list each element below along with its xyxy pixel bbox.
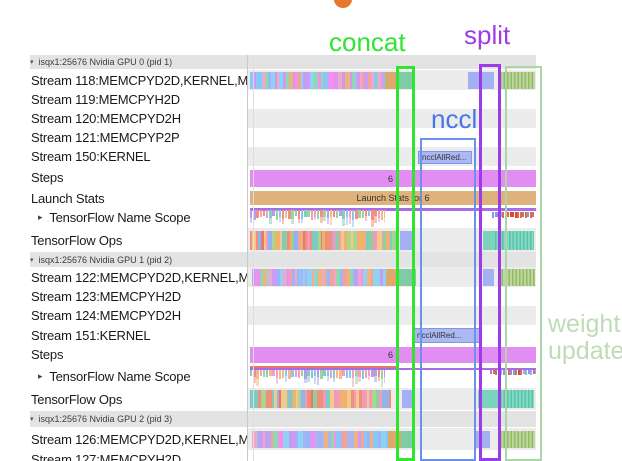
bar-label: 6 (388, 350, 394, 360)
row-label-text: Stream 150:KERNEL (31, 149, 151, 164)
group-header-label: isqx1:25676 Nvidia GPU 2 (pid 3) (38, 414, 173, 424)
group-header-label: isqx1:25676 Nvidia GPU 1 (pid 2) (38, 254, 173, 265)
row-label-stream-120[interactable]: Stream 120:MEMCPYD2H (31, 109, 247, 128)
timeline-row-bg (248, 109, 536, 128)
row-label-text: Stream 118:MEMCPYD2D,KERNEL,ME (31, 72, 247, 88)
row-label-tf-ops[interactable]: TensorFlow Ops (31, 388, 247, 410)
segment-name-scope-tree[interactable] (250, 210, 385, 227)
row-label-stream-127[interactable]: Stream 127:MEMCPYH2D (31, 450, 247, 461)
timeline-row-bg (248, 306, 536, 325)
row-label-text: Stream 120:MEMCPYD2H (31, 111, 181, 126)
expand-arrow-icon[interactable]: ▸ (38, 370, 43, 381)
row-label-stream-124[interactable]: Stream 124:MEMCPYD2H (31, 306, 247, 325)
row-label-stream-122[interactable]: Stream 122:MEMCPYD2D,KERNEL,MI (31, 267, 247, 287)
segment-solid[interactable] (399, 269, 416, 286)
row-label-steps[interactable]: Steps (31, 345, 247, 364)
segment-dense-events[interactable] (252, 431, 388, 448)
annotation-label-concat: concat (329, 27, 406, 57)
annotation-box-nccl (420, 138, 476, 461)
row-label-text: Stream 127:MEMCPYH2D (31, 452, 181, 461)
segment-solid[interactable] (386, 269, 399, 286)
segment-striped[interactable] (498, 269, 535, 286)
segment-solid[interactable] (385, 72, 397, 89)
annotation-box-weight-update (505, 66, 542, 461)
ncclAllReduce-label: ncclAllRed... (417, 331, 462, 340)
segment-name-scope-tree[interactable] (250, 369, 385, 387)
segment-dense-events[interactable] (250, 231, 396, 250)
bar-label: 6 (388, 173, 394, 184)
step-bar[interactable]: 6 (250, 170, 536, 187)
partial-orange-glyph (334, 0, 352, 8)
segment-scope-line (250, 367, 536, 370)
row-label-launch-stats[interactable]: Launch Stats (31, 189, 247, 207)
segment-striped[interactable] (500, 431, 535, 448)
segment-dense-events[interactable] (250, 390, 391, 408)
row-label-text: Stream 123:MEMCPYH2D (31, 289, 181, 304)
annotation-box-split (479, 64, 501, 461)
segment-solid[interactable] (478, 390, 500, 408)
bar-label: Launch Stats for 6 (356, 193, 430, 203)
row-label-text: Stream 119:MEMCPYH2D (31, 92, 180, 107)
ncclAllReduce-kernel-bar[interactable]: ncclAllRed... (418, 151, 472, 164)
row-label-text: Stream 121:MEMCPYP2P (31, 130, 180, 145)
weight-update-line2: update (548, 337, 622, 365)
segment-solid[interactable] (401, 431, 414, 448)
annotation-label-split: split (464, 20, 511, 50)
row-label-text: TensorFlow Name Scope (49, 368, 191, 384)
segment-solid[interactable] (483, 269, 494, 286)
segment-striped[interactable] (500, 390, 534, 408)
row-label-text: Stream 124:MEMCPYD2H (31, 308, 181, 323)
collapse-arrow-icon[interactable]: ▾ (30, 416, 34, 423)
segment-scope-line (250, 365, 398, 368)
row-label-text: Stream 126:MEMCPYD2D,KERNEL,MI (31, 431, 247, 447)
row-label-tf-name-scope[interactable]: ▸ TensorFlow Name Scope (31, 364, 247, 388)
expand-arrow-icon[interactable]: ▸ (38, 212, 43, 222)
row-label-text: TensorFlow Name Scope (49, 210, 191, 225)
row-label-stream-150[interactable]: Stream 150:KERNEL (31, 147, 247, 166)
annotation-box-concat (396, 66, 415, 461)
row-label-tf-name-scope[interactable]: ▸ TensorFlow Name Scope (31, 207, 247, 228)
row-label-text: Stream 122:MEMCPYD2D,KERNEL,MI (31, 269, 247, 285)
group-header-label: isqx1:25676 Nvidia GPU 0 (pid 1) (38, 57, 173, 67)
segment-solid[interactable] (483, 231, 495, 250)
segment-striped[interactable] (495, 231, 534, 250)
row-label-tf-ops[interactable]: TensorFlow Ops (31, 228, 247, 252)
row-label-steps[interactable]: Steps (31, 166, 247, 189)
panel-divider (247, 55, 248, 461)
row-label-text: Stream 151:KERNEL (31, 327, 151, 343)
segment-solid[interactable] (400, 231, 414, 250)
collapse-arrow-icon[interactable]: ▾ (30, 256, 34, 264)
collapse-arrow-icon[interactable]: ▾ (30, 59, 34, 66)
group-header[interactable]: ▾ isqx1:25676 Nvidia GPU 0 (pid 1) (30, 55, 536, 69)
annotation-label-weight-update: weight update (548, 311, 622, 365)
annotation-label-nccl: nccl (431, 104, 478, 134)
row-label-stream-118[interactable]: Stream 118:MEMCPYD2D,KERNEL,ME (31, 70, 247, 90)
segment-dense-events[interactable] (250, 72, 385, 89)
ncclAllReduce-label: ncclAllRed... (422, 153, 467, 162)
row-label-text: TensorFlow Ops (31, 232, 123, 248)
segment-solid[interactable] (402, 390, 414, 408)
group-header[interactable]: ▾ isqx1:25676 Nvidia GPU 1 (pid 2) (30, 252, 536, 267)
segment-dense-events[interactable] (252, 269, 386, 286)
segment-scope-line (250, 208, 536, 211)
group-header[interactable]: ▾ isqx1:25676 Nvidia GPU 2 (pid 3) (30, 411, 536, 427)
row-label-stream-151[interactable]: Stream 151:KERNEL (31, 325, 247, 345)
row-label-text: Launch Stats (31, 190, 105, 206)
row-label-text: Steps (31, 170, 64, 185)
step-bar[interactable]: Launch Stats for 6 (250, 191, 536, 205)
row-label-stream-126[interactable]: Stream 126:MEMCPYD2D,KERNEL,MI (31, 428, 247, 450)
weight-update-line1: weight (548, 310, 621, 338)
row-label-stream-119[interactable]: Stream 119:MEMCPYH2D (31, 90, 247, 109)
row-label-text: TensorFlow Ops (31, 391, 123, 407)
row-label-stream-121[interactable]: Stream 121:MEMCPYP2P (31, 128, 247, 147)
segment-striped[interactable] (500, 72, 535, 89)
step-bar[interactable]: 6 (250, 347, 536, 363)
timeline-gridline (253, 55, 254, 461)
segment-solid[interactable] (397, 72, 415, 89)
row-label-stream-123[interactable]: Stream 123:MEMCPYH2D (31, 287, 247, 306)
row-label-text: Steps (31, 347, 64, 362)
